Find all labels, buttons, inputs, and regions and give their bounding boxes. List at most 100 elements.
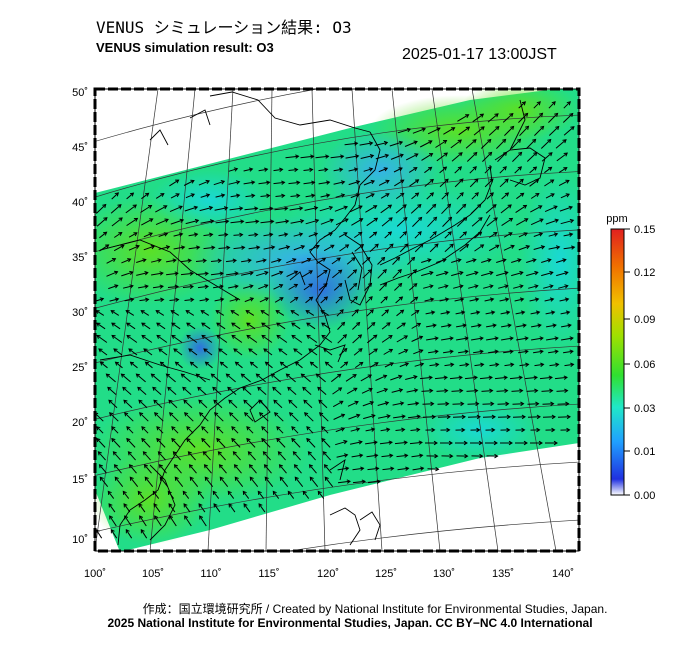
wind-arrow <box>290 310 300 316</box>
wind-arrowhead <box>200 310 205 314</box>
timestamp: 2025-01-17 13:00JST <box>402 46 557 63</box>
wind-arrow <box>169 299 179 301</box>
wind-arrow <box>496 259 506 263</box>
wind-arrow <box>451 259 461 263</box>
wind-arrowhead <box>156 437 161 443</box>
wind-arrowhead <box>138 399 143 404</box>
wind-arrowhead <box>340 427 346 432</box>
wind-arrowhead <box>555 125 560 131</box>
wind-arrowhead <box>534 284 539 289</box>
wind-arrowhead <box>416 427 421 432</box>
wind-arrowhead <box>139 412 144 417</box>
wind-arrowhead <box>193 205 199 210</box>
wind-arrow <box>248 451 256 461</box>
wind-arrowhead <box>165 245 171 250</box>
wind-arrow <box>214 298 224 302</box>
wind-arrow <box>443 350 453 354</box>
wind-arrow <box>249 464 257 474</box>
wind-arrow <box>337 467 349 471</box>
wind-arrow <box>287 491 295 499</box>
wind-arrow <box>470 204 482 214</box>
wind-arrowhead <box>129 297 135 302</box>
wind-arrowhead <box>306 437 311 443</box>
wind-arrowhead <box>127 258 132 263</box>
wind-arrow <box>333 181 345 185</box>
wind-arrow <box>173 233 183 237</box>
wind-arrowhead <box>306 426 311 431</box>
wind-arrow <box>419 140 433 148</box>
wind-arrowhead <box>337 373 342 378</box>
wind-arrowhead <box>494 349 499 354</box>
wind-arrow <box>337 322 345 330</box>
wind-arrowhead <box>142 258 147 263</box>
wind-arrowhead <box>249 271 254 276</box>
wind-arrowhead <box>242 490 247 495</box>
wind-arrow <box>275 195 285 197</box>
wind-arrowhead <box>339 400 344 405</box>
wind-arrowhead <box>111 426 116 431</box>
wind-arrowhead <box>263 464 268 469</box>
wind-arrow <box>442 217 452 227</box>
wind-arrowhead <box>359 361 364 366</box>
wind-arrowhead <box>258 399 263 404</box>
wind-arrow <box>318 168 328 172</box>
wind-arrow <box>345 155 359 159</box>
wind-arrowhead <box>233 348 238 353</box>
wind-arrowhead <box>305 310 310 314</box>
wind-arrowhead <box>503 375 508 380</box>
wind-arrowhead <box>569 112 574 118</box>
wind-arrowhead <box>281 180 286 185</box>
wind-arrowhead <box>159 361 164 366</box>
wind-arrowhead <box>111 334 116 339</box>
lat-label-25: 25˚ <box>72 362 88 374</box>
wind-arrowhead <box>248 348 253 353</box>
wind-arrowhead <box>113 348 118 353</box>
wind-arrowhead <box>248 464 253 469</box>
wind-arrow <box>171 438 181 448</box>
wind-arrow <box>380 193 390 199</box>
wind-arrowhead <box>205 179 211 184</box>
wind-arrow <box>496 390 508 392</box>
wind-arrowhead <box>472 258 477 263</box>
colorbar-tick-0.15: 0.15 <box>634 224 655 236</box>
wind-arrowhead <box>465 126 471 131</box>
wind-arrow <box>427 468 439 470</box>
wind-arrow <box>451 152 463 162</box>
lat-label-35: 35˚ <box>72 252 88 264</box>
wind-arrow <box>203 451 211 461</box>
wind-arrow <box>540 139 552 149</box>
wind-arrow <box>246 426 254 434</box>
wind-arrowhead <box>124 515 129 520</box>
longitude-labels: 100˚ 105˚ 110˚ 115˚ 120˚ 125˚ 130˚ 135˚ … <box>84 568 574 580</box>
wind-arrow <box>95 529 103 539</box>
wind-arrowhead <box>565 193 570 198</box>
wind-arrowhead <box>323 269 328 274</box>
wind-arrowhead <box>344 218 349 223</box>
wind-arrow <box>427 127 441 135</box>
wind-arrowhead <box>461 414 466 420</box>
wind-arrowhead <box>174 271 179 276</box>
wind-arrowhead <box>213 399 218 404</box>
wind-arrowhead <box>323 464 328 469</box>
wind-arrowhead <box>313 206 319 211</box>
wind-arrow <box>364 283 372 291</box>
wind-arrow <box>136 259 146 263</box>
wind-arrow <box>337 480 351 484</box>
wind-arrow <box>200 220 214 224</box>
wind-arrowhead <box>435 362 440 367</box>
wind-arrowhead <box>199 515 204 520</box>
wind-arrowhead <box>404 453 409 458</box>
wind-arrowhead <box>554 336 559 341</box>
wind-arrow <box>301 258 311 264</box>
wind-arrowhead <box>351 257 356 262</box>
wind-arrow <box>319 206 333 212</box>
wind-arrow <box>258 168 268 172</box>
wind-arrowhead <box>168 399 173 404</box>
wind-arrowhead <box>357 334 363 339</box>
wind-arrowhead <box>315 373 320 378</box>
wind-arrow <box>98 451 106 461</box>
wind-arrow <box>126 192 134 200</box>
wind-arrowhead <box>398 388 404 393</box>
wind-arrow <box>288 399 298 409</box>
wind-arrowhead <box>159 284 164 289</box>
